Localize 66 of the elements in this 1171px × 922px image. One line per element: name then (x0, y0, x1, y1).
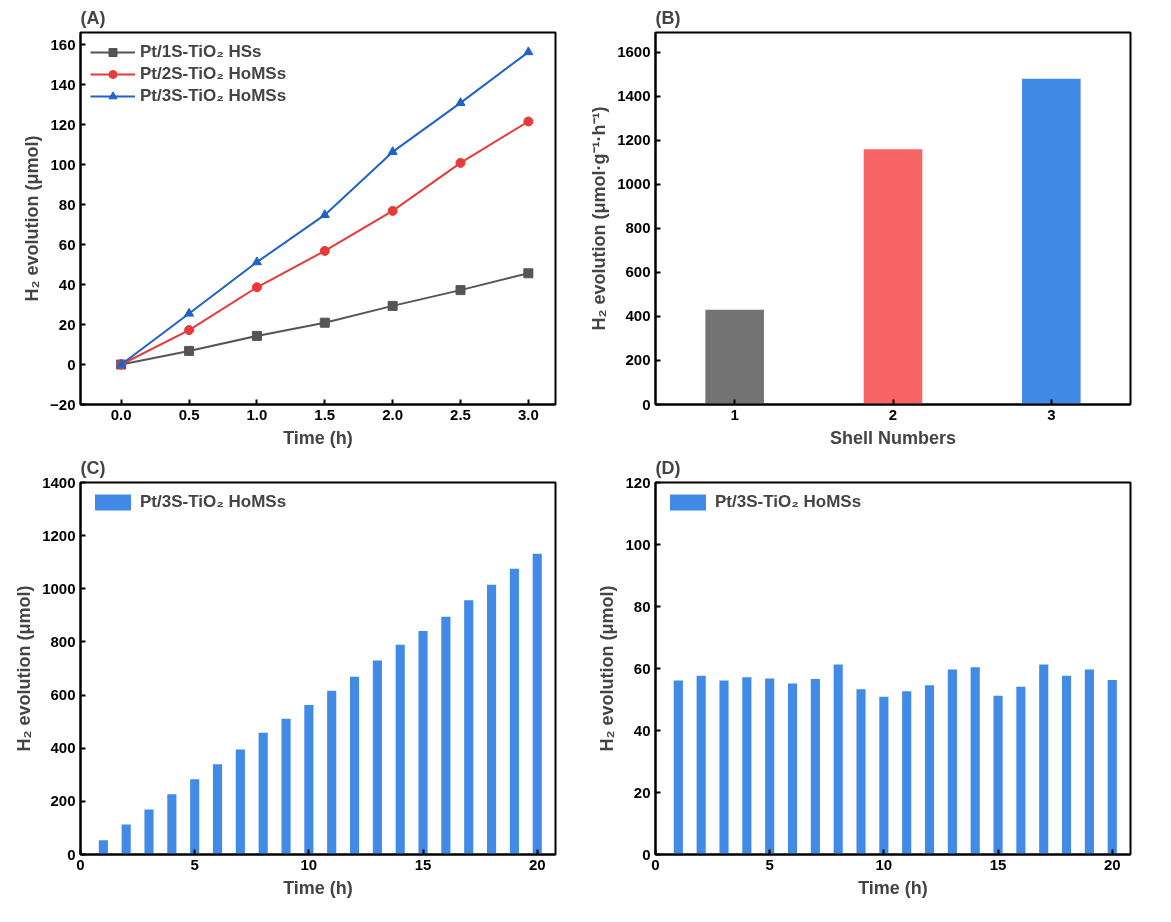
x-tick-label: 0.5 (178, 405, 200, 423)
x-axis-title: Time (h) (858, 877, 928, 898)
y-tick-label: 80 (58, 195, 76, 213)
y-tick-label: 400 (50, 739, 76, 757)
legend-label: Pt/3S-TiO₂ HoMSs (140, 86, 287, 106)
x-tick-label: 15 (414, 855, 432, 873)
y-tick-label: 100 (50, 155, 76, 173)
legend-label: Pt/1S-TiO₂ HSs (140, 42, 262, 62)
y-tick-label: 60 (58, 235, 76, 253)
y-tick-label: 1000 (42, 579, 76, 597)
x-tick-label: 20 (1103, 855, 1121, 873)
x-tick-label: 3.0 (517, 405, 539, 423)
y-tick-label: 60 (633, 659, 651, 677)
x-tick-label: 10 (875, 855, 893, 873)
y-tick-label: 40 (58, 275, 76, 293)
chart-title: (A) (80, 7, 106, 28)
y-tick-label: 1400 (617, 87, 651, 105)
x-tick-label: 3 (1047, 405, 1056, 423)
legend-label: Pt/3S-TiO₂ HoMSs (715, 492, 862, 512)
x-tick-label: 20 (528, 855, 546, 873)
y-axis-title: H₂ evolution (μmol) (22, 135, 43, 302)
x-axis-title: Time (h) (283, 427, 353, 448)
y-tick-label: 600 (50, 686, 76, 704)
x-axis-title: Time (h) (283, 877, 353, 898)
y-tick-label: 200 (50, 792, 76, 810)
x-tick-label: 15 (989, 855, 1007, 873)
y-axis-title: H₂ evolution (μmol·g⁻¹·h⁻¹) (589, 106, 610, 331)
chart-title: (C) (80, 457, 106, 478)
y-tick-label: −20 (50, 395, 76, 413)
y-tick-label: 20 (633, 783, 651, 801)
legend-label: Pt/2S-TiO₂ HoMSs (140, 64, 287, 84)
y-tick-label: 1000 (617, 175, 651, 193)
y-tick-label: 20 (58, 315, 76, 333)
x-tick-label: 5 (765, 855, 774, 873)
y-tick-label: 1600 (617, 43, 651, 61)
y-tick-label: 160 (50, 35, 76, 53)
x-tick-label: 10 (300, 855, 318, 873)
x-tick-label: 1.5 (314, 405, 336, 423)
chart-title: (D) (655, 457, 681, 478)
y-tick-label: 1400 (42, 473, 76, 491)
x-tick-label: 2.0 (382, 405, 404, 423)
x-tick-label: 2.5 (450, 405, 471, 423)
x-axis-title: Shell Numbers (829, 427, 957, 448)
y-tick-label: 120 (625, 473, 651, 491)
y-tick-label: 0 (67, 355, 76, 373)
y-axis-title: H₂ evolution (μmol) (597, 585, 618, 752)
y-axis-title: H₂ evolution (μmol) (14, 585, 35, 752)
x-tick-label: 2 (888, 405, 898, 423)
chart-title: (B) (655, 7, 681, 28)
x-tick-label: 1.0 (246, 405, 268, 423)
y-tick-label: 100 (625, 535, 651, 553)
x-tick-label: 1 (730, 405, 739, 423)
x-tick-label: 0.0 (110, 405, 132, 423)
y-tick-label: 140 (50, 75, 76, 93)
y-tick-label: 1200 (617, 131, 651, 149)
y-tick-label: 800 (625, 219, 651, 237)
y-tick-label: 800 (50, 632, 76, 650)
y-tick-label: 120 (50, 115, 76, 133)
legend-label: Pt/3S-TiO₂ HoMSs (140, 492, 287, 512)
y-tick-label: 80 (633, 597, 651, 615)
y-tick-label: 400 (625, 307, 651, 325)
y-tick-label: 600 (625, 263, 651, 281)
y-tick-label: 40 (633, 721, 651, 739)
y-tick-label: 200 (625, 351, 651, 369)
y-tick-label: 1200 (42, 526, 76, 544)
x-tick-label: 5 (190, 855, 199, 873)
